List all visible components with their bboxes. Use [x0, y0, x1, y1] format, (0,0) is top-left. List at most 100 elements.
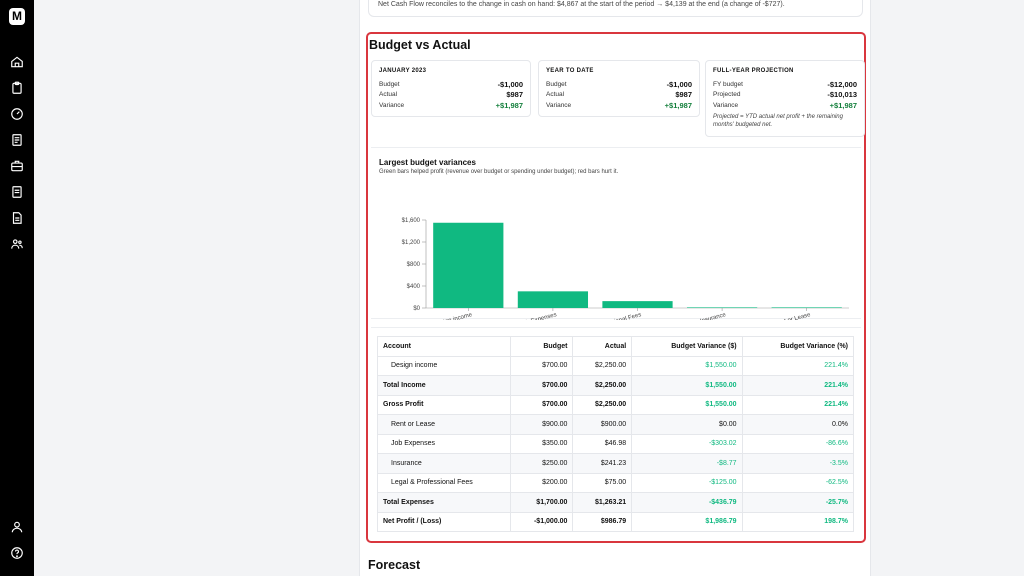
card-value: -$1,000: [666, 80, 692, 89]
table-cell: $75.00: [572, 472, 633, 493]
table-cell: Net Profit / (Loss): [377, 511, 511, 532]
report-panel: Net Cash Flow reconciles to the change i…: [359, 0, 871, 576]
table-cell: $0.00: [631, 414, 743, 435]
card-title: JANUARY 2023: [379, 68, 427, 74]
card-projection: FULL-YEAR PROJECTION FY budget -$12,000 P…: [705, 60, 865, 137]
x-tick-label: Insurance: [700, 312, 728, 320]
budget-vs-actual-section: Budget vs Actual JANUARY 2023 Budget -$1,…: [366, 32, 866, 543]
table-row: Job Expenses $350.00 $46.98 -$303.02 -86.6%: [377, 433, 855, 454]
table-row: Rent or Lease $900.00 $900.00 $0.00 0.0%: [377, 414, 855, 435]
card-label: Actual: [546, 91, 565, 98]
table-cell: $700.00: [509, 355, 574, 376]
table-cell: Gross Profit: [377, 394, 511, 415]
table-cell: Total Expenses: [377, 492, 511, 513]
table-cell: -3.5%: [741, 453, 855, 474]
y-tick-label: $800: [407, 262, 421, 268]
card-label: FY budget: [713, 81, 743, 88]
table-cell: 198.7%: [741, 511, 855, 532]
table-cell: Total Income: [377, 375, 511, 396]
gauge-icon[interactable]: [10, 107, 24, 121]
card-value: -$12,000: [827, 80, 857, 89]
table-cell: Rent or Lease: [377, 414, 511, 435]
variance-chart-panel: $0 $400 $800 $1,200 $1,600 Design income Job E…: [371, 147, 861, 320]
x-tick-label: Job Expenses: [519, 312, 557, 320]
table-cell: Job Expenses: [377, 433, 511, 454]
table-cell: $1,550.00: [631, 394, 743, 415]
table-cell: -$303.02: [631, 433, 743, 454]
table-cell: $350.00: [509, 433, 574, 454]
card-label: Budget: [546, 81, 567, 88]
card-value: -$1,000: [497, 80, 523, 89]
table-cell: -$1,000.00: [509, 511, 574, 532]
y-tick-label: $0: [413, 306, 420, 312]
section-title: Budget vs Actual: [369, 38, 471, 52]
table-cell: $1,550.00: [631, 375, 743, 396]
bar: [686, 307, 758, 308]
table-cell: $1,986.79: [631, 511, 743, 532]
bar: [771, 307, 842, 308]
table-cell: -62.5%: [741, 472, 855, 493]
table-cell: 221.4%: [741, 375, 855, 396]
table-cell: -86.6%: [741, 433, 855, 454]
card-value: $987: [675, 90, 692, 99]
bar: [602, 301, 673, 308]
y-tick-label: $1,600: [402, 218, 421, 224]
card-value: $987: [506, 90, 523, 99]
column-header: Actual: [572, 336, 633, 357]
card-value: +$1,987: [664, 101, 692, 110]
user-icon[interactable]: [10, 520, 24, 534]
table-cell: $250.00: [509, 453, 574, 474]
table-cell: $2,250.00: [572, 394, 633, 415]
table-cell: -$436.79: [631, 492, 743, 513]
table-cell: $900.00: [572, 414, 633, 435]
card-label: Variance: [379, 102, 405, 109]
card-value: -$10,013: [827, 90, 857, 99]
file-text-icon[interactable]: [10, 211, 24, 225]
card-label: Budget: [379, 81, 400, 88]
table-cell: -25.7%: [741, 492, 855, 513]
table-row: Gross Profit $700.00 $2,250.00 $1,550.00 221…: [377, 394, 855, 415]
card-title: YEAR TO DATE: [546, 68, 594, 74]
table-cell: $900.00: [509, 414, 574, 435]
app-logo[interactable]: M: [9, 8, 25, 25]
clipboard-icon[interactable]: [10, 81, 24, 95]
table-cell: 221.4%: [741, 394, 855, 415]
card-value: +$1,987: [829, 101, 857, 110]
table-cell: $46.98: [572, 433, 633, 454]
table-cell: $241.23: [572, 453, 633, 474]
card-ytd: YEAR TO DATE Budget -$1,000 Actual $987 Va…: [538, 60, 700, 117]
card-value: +$1,987: [495, 101, 523, 110]
table-cell: $200.00: [509, 472, 574, 493]
table-cell: -$8.77: [631, 453, 743, 474]
receipt-icon[interactable]: [10, 133, 24, 147]
y-tick-label: $400: [407, 284, 421, 290]
help-icon[interactable]: [10, 546, 24, 560]
table-cell: $1,700.00: [509, 492, 574, 513]
x-tick-label: Rent or Lease: [773, 312, 812, 320]
sidebar: M: [0, 0, 34, 576]
table-row: Total Income $700.00 $2,250.00 $1,550.00 221…: [377, 375, 855, 396]
table-row: Total Expenses $1,700.00 $1,263.21 -$436.79…: [377, 492, 855, 513]
table-cell: $1,263.21: [572, 492, 633, 513]
users-icon[interactable]: [10, 237, 24, 251]
home-icon[interactable]: [10, 55, 24, 69]
projection-note: Projected = YTD actual net profit + the …: [713, 114, 843, 128]
briefcase-icon[interactable]: [10, 159, 24, 173]
table-row: Insurance $250.00 $241.23 -$8.77 -3.5%: [377, 453, 855, 474]
table-cell: Design income: [377, 355, 511, 376]
forecast-title: Forecast: [368, 558, 421, 572]
table-cell: $700.00: [509, 394, 574, 415]
variance-table-panel: Account Budget Actual Budget Variance ($…: [371, 327, 861, 538]
table-cell: $986.79: [572, 511, 633, 532]
table-cell: -$125.00: [631, 472, 743, 493]
table-cell: $700.00: [509, 375, 574, 396]
table-cell: $2,250.00: [572, 375, 633, 396]
document-icon[interactable]: [10, 185, 24, 199]
table-row: Design income $700.00 $2,250.00 $1,550.00 22…: [377, 355, 855, 376]
column-header: Budget Variance ($): [631, 336, 743, 357]
card-title: FULL-YEAR PROJECTION: [713, 68, 794, 74]
column-header: Budget: [509, 336, 574, 357]
table-cell: Legal & Professional Fees: [377, 472, 511, 493]
table-cell: Insurance: [377, 453, 511, 474]
column-header: Account: [377, 336, 511, 357]
